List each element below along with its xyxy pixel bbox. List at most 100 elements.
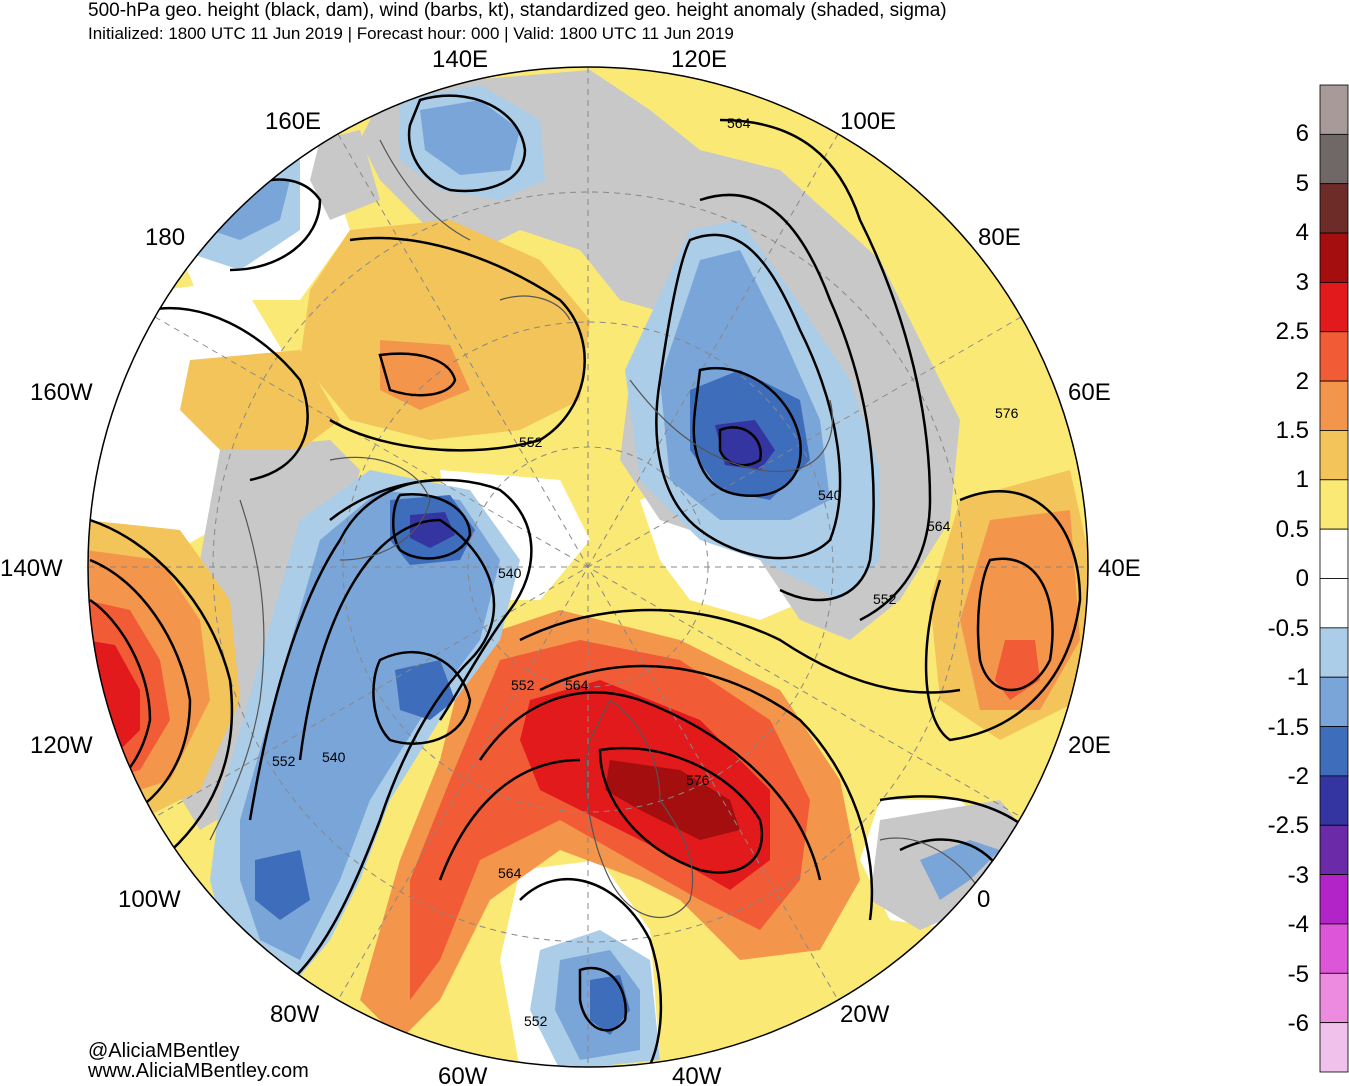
colorbar-swatch [1319,676,1349,727]
colorbar-label: -3 [1287,862,1309,889]
contour-label: 576 [995,405,1019,421]
anomaly-negative-region [420,100,520,175]
height-contour [719,118,932,622]
contour-label: 552 [511,677,535,693]
colorbar-swatch [1319,824,1349,875]
graticule [88,67,1088,1067]
contour-label: 552 [524,1013,548,1029]
colorbar-label: 1.5 [1275,417,1309,444]
contour-label: 552 [873,591,897,607]
anomaly-negative-region [920,840,1000,900]
contour-label: 552 [272,753,296,769]
height-contour [976,557,1054,692]
colorbar-label: 0 [1295,565,1309,592]
colorbar-label: -2 [1287,763,1309,790]
colorbar-swatch [1319,133,1349,185]
colorbar-label: -0.5 [1267,615,1309,642]
colorbar-label: 1 [1295,466,1309,493]
colorbar-swatch [1319,627,1349,678]
colorbar-swatch [1319,923,1349,974]
land-region [310,130,380,220]
colorbar-swatch [1319,183,1349,234]
lon-label-60e: 60E [1068,379,1111,406]
colorbar-label: 6 [1295,120,1309,147]
colorbar-swatch [1319,430,1349,481]
contour-label: 540 [322,749,346,765]
colorbar-swatch [1319,380,1349,431]
colorbar-swatch [1319,874,1349,925]
colorbar-swatch [1319,232,1349,283]
height-contour [279,518,496,991]
height-contour [89,518,234,861]
contour-label: 540 [818,487,842,503]
height-contour [539,664,874,921]
coastlines [209,139,981,918]
colorbar-swatch [1319,331,1349,382]
colorbar-label: 3 [1295,269,1309,296]
colorbar-label: -4 [1287,911,1309,938]
height-contour [372,650,472,745]
colorbar-swatch [1319,726,1349,777]
colorbar-label: 2.5 [1275,318,1309,345]
credit-handle: @AliciaMBentley [88,1040,240,1062]
colorbar-label: -1.5 [1267,714,1309,741]
colorbar-swatch [1319,1022,1349,1073]
height-contour [149,306,309,482]
lon-label-20e: 20E [1068,732,1111,759]
contour-label: 564 [565,677,589,693]
colorbar-label: -5 [1287,961,1309,988]
colorbar-swatch [1319,775,1349,826]
colorbar-label: 5 [1295,170,1309,197]
colorbar-label: -1 [1287,664,1309,691]
colorbar-label: -6 [1287,1010,1309,1037]
anomaly-positive-region [180,350,340,450]
lon-label-160e: 160E [265,108,321,135]
colorbar-label: 4 [1295,219,1309,246]
contour-label: 540 [498,565,522,581]
height-contour [655,233,842,560]
colorbar-swatch [1319,479,1349,530]
height-contours [89,94,1082,1067]
map-subtitle: Initialized: 1800 UTC 11 Jun 2019 | Fore… [88,24,734,43]
lon-label-140w: 140W [0,555,63,582]
contour-labels: 564 552 540 576 564 552 540 552 564 552 … [272,115,1019,1029]
lon-label-140e: 140E [432,46,488,73]
lon-label-40e: 40E [1098,555,1141,582]
colorbar-swatch [1319,578,1349,629]
height-contour [89,558,192,822]
credit-website: www.AliciaMBentley.com [88,1060,309,1082]
height-contour [378,352,457,397]
anomaly-negative-region [590,975,630,1035]
height-contour [519,608,961,694]
height-contour [248,478,441,821]
colorbar-swatch [1319,281,1349,333]
colorbar-swatch [1319,84,1349,135]
map-disc [88,67,1088,1067]
contour-label: 564 [927,518,951,534]
lon-label-80e: 80E [978,224,1021,251]
lon-label-120w: 120W [30,732,93,759]
colorbar-swatch [1319,528,1349,579]
colorbar-swatch [1319,972,1349,1024]
lon-label-40w: 40W [672,1063,722,1086]
lon-label-0: 0 [977,886,990,913]
lon-label-180: 180 [145,224,185,251]
height-contour [519,877,663,1067]
height-contour [478,691,822,881]
map-boundary [87,66,1089,1068]
height-contour [699,193,875,602]
height-contour [692,366,802,497]
contour-label: 564 [498,865,522,881]
height-contour [392,492,472,560]
lon-label-100w: 100W [118,886,181,913]
height-contour [329,236,586,452]
height-contour [407,94,527,193]
contour-label: 576 [686,772,710,788]
height-contour [718,426,763,467]
colorbar-label: 0.5 [1275,516,1309,543]
lon-label-100e: 100E [840,108,896,135]
lon-label-120e: 120E [671,46,727,73]
anomaly-negative-region [210,180,290,240]
longitude-labels: 140E 120E 100E 160E 80E 180 160W 60E 140… [0,46,1141,1086]
